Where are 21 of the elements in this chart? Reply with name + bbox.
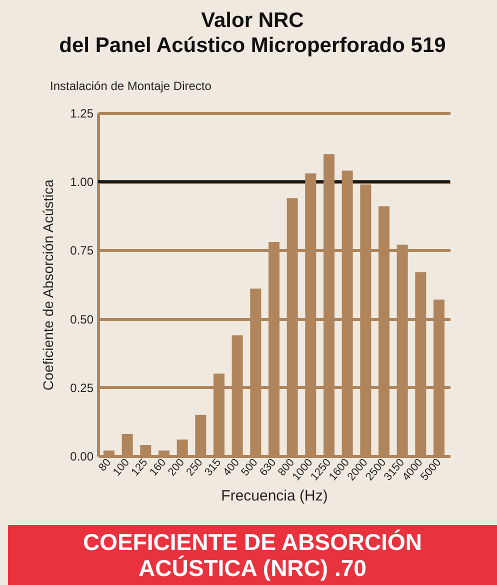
y-tick-label: 0.75 (70, 244, 94, 258)
caption-banner: COEFICIENTE DE ABSORCIÓN ACÚSTICA (NRC) .70 (8, 525, 497, 585)
y-tick-label: 1.00 (70, 175, 94, 190)
y-tick-label: 0.00 (70, 450, 94, 464)
bar (140, 445, 152, 456)
y-axis-title: Coeficiente de Absorción Acústica (40, 179, 56, 390)
x-tick-label: 250 (184, 456, 206, 478)
bar (195, 414, 206, 456)
x-tick-label: 630 (258, 456, 279, 478)
x-tick-label: 125 (129, 456, 150, 478)
x-axis-title: Frecuencia (Hz) (221, 487, 328, 504)
y-tick-label: 1.25 (70, 106, 94, 120)
chart-title: Valor NRC del Panel Acústico Microperforado 519 (58, 8, 447, 58)
y-tick-label: 0.50 (70, 312, 94, 326)
x-tick-label: 500 (239, 456, 260, 478)
bar (158, 450, 170, 456)
y-tick-label: 0.25 (70, 380, 94, 395)
chart-subtitle: Instalación de Montaje Directo (50, 79, 212, 93)
bar (122, 434, 133, 456)
bar (176, 440, 188, 456)
bar (104, 450, 114, 456)
